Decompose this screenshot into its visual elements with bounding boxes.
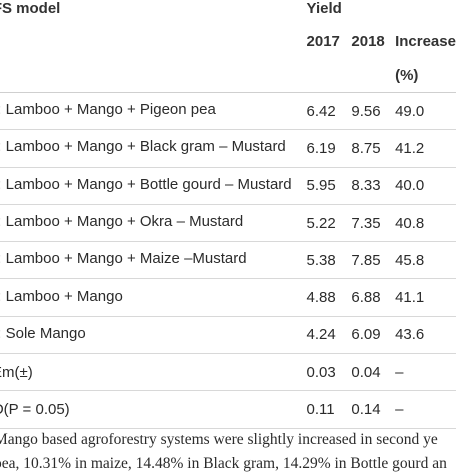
model-name: : Lamboo + Mango xyxy=(0,287,123,305)
model-cell: T2: Lamboo + Mango + Black gram – Mustar… xyxy=(0,129,307,168)
stat-2018-cell: 0.14 xyxy=(351,390,396,429)
increase-cell: 41.1 xyxy=(395,278,456,317)
yield-2017-cell: 4.24 xyxy=(306,316,352,355)
header-row-3: (%) xyxy=(0,58,456,93)
yield-2018-cell: 9.56 xyxy=(351,92,396,131)
header-row-1: AFS model Yield xyxy=(0,0,456,25)
table-row: T3: Lamboo + Mango + Bottle gourd – Must… xyxy=(0,167,456,205)
table-row: T2: Lamboo + Mango + Black gram – Mustar… xyxy=(0,129,456,168)
footnote-text: Mango based agroforestry systems were sl… xyxy=(0,428,474,474)
yield-table: AFS model Yield 2017 2018 Increase (%) T… xyxy=(0,0,456,429)
table-row: T1: Lamboo + Mango + Pigeon pea6.429.564… xyxy=(0,92,456,131)
percent-unit-header: (%) xyxy=(395,58,456,93)
increase-cell: 41.2 xyxy=(395,129,456,168)
table-row: T5: Lamboo + Mango + Maize –Mustard5.387… xyxy=(0,241,456,280)
footnote-line-2: pea, 10.31% in maize, 14.48% in Black gr… xyxy=(0,455,447,472)
increase-cell: 43.6 xyxy=(395,316,456,355)
year-2017-header: 2017 xyxy=(306,33,340,50)
model-column-header: AFS model xyxy=(0,0,61,17)
model-name: : Lamboo + Mango + Black gram – Mustard xyxy=(0,138,286,156)
yield-2018-cell: 6.09 xyxy=(351,316,396,355)
header-row-2: 2017 2018 Increase xyxy=(0,25,456,58)
yield-2018-cell: 8.75 xyxy=(351,129,396,168)
model-cell: T7: Sole Mango xyxy=(0,316,307,355)
model-cell: T3: Lamboo + Mango + Bottle gourd – Must… xyxy=(0,167,307,205)
model-name: : Sole Mango xyxy=(0,324,86,342)
yield-2017-cell: 5.38 xyxy=(306,241,352,280)
increase-header: Increase xyxy=(395,33,456,50)
model-cell: T5: Lamboo + Mango + Maize –Mustard xyxy=(0,241,307,280)
increase-cell: 40.8 xyxy=(395,204,456,243)
yield-2018-cell: 7.85 xyxy=(351,241,396,280)
stat-2018-cell: 0.04 xyxy=(351,353,396,392)
yield-2018-cell: 7.35 xyxy=(351,204,396,243)
model-name: : Lamboo + Mango + Maize –Mustard xyxy=(0,250,247,268)
stat-2017-cell: 0.03 xyxy=(306,353,352,392)
model-name: : Lamboo + Mango + Okra – Mustard xyxy=(0,213,244,231)
yield-2017-cell: 5.22 xyxy=(306,204,352,243)
stat-increase-cell: – xyxy=(395,390,456,429)
model-name: : Lamboo + Mango + Bottle gourd – Mustar… xyxy=(0,175,292,193)
stats-row: CD(P = 0.05)0.110.14– xyxy=(0,390,456,429)
yield-2017-cell: 5.95 xyxy=(306,167,352,205)
yield-2017-cell: 4.88 xyxy=(306,278,352,317)
increase-cell: 49.0 xyxy=(395,92,456,131)
increase-cell: 45.8 xyxy=(395,241,456,280)
stat-label-cell: CD(P = 0.05) xyxy=(0,390,307,429)
yield-table-body: AFS model Yield 2017 2018 Increase (%) T… xyxy=(0,0,456,429)
increase-cell: 40.0 xyxy=(395,167,456,205)
year-2018-header: 2018 xyxy=(351,33,385,50)
yield-2018-cell: 8.33 xyxy=(351,167,396,205)
yield-header: Yield xyxy=(306,0,342,17)
model-cell: T1: Lamboo + Mango + Pigeon pea xyxy=(0,92,307,131)
stat-increase-cell: – xyxy=(395,353,456,392)
model-cell: T6: Lamboo + Mango xyxy=(0,278,307,317)
yield-2017-cell: 6.19 xyxy=(306,129,352,168)
stat-label-cell: SEm(±) xyxy=(0,353,307,392)
yield-2017-cell: 6.42 xyxy=(306,92,352,131)
stats-row: SEm(±)0.030.04– xyxy=(0,353,456,392)
footnote-line-1: Mango based agroforestry systems were sl… xyxy=(0,431,438,448)
model-cell: T4: Lamboo + Mango + Okra – Mustard xyxy=(0,204,307,243)
yield-2018-cell: 6.88 xyxy=(351,278,396,317)
table-row: T4: Lamboo + Mango + Okra – Mustard5.227… xyxy=(0,204,456,243)
model-name: : Lamboo + Mango + Pigeon pea xyxy=(0,101,216,119)
stat-2017-cell: 0.11 xyxy=(306,390,352,429)
